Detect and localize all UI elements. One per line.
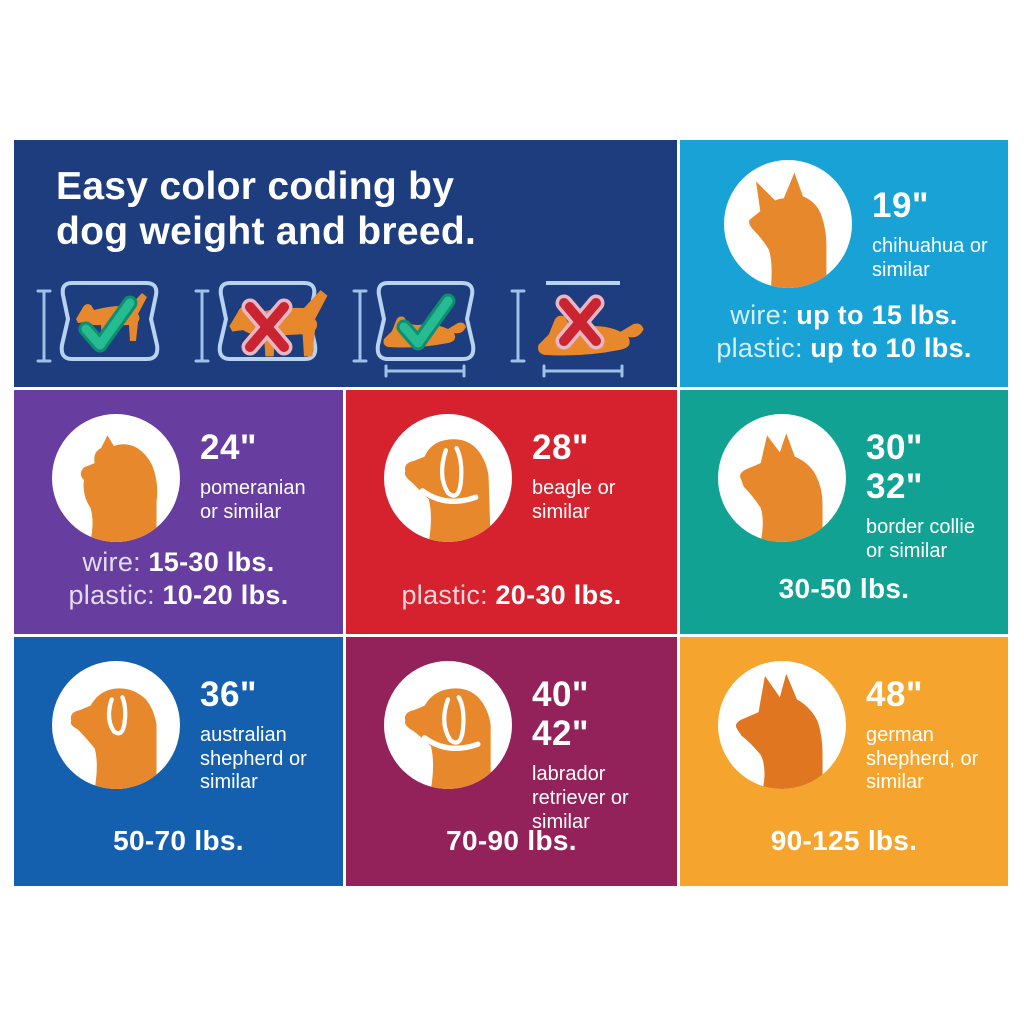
panel-beagle: 28" beagle or similar plastic: 20-30 lbs…	[346, 390, 677, 634]
pomeranian-head-icon	[52, 414, 180, 542]
crate-size-label: 32"	[866, 467, 924, 507]
german-shepherd-head-icon	[718, 661, 846, 789]
weight-range: 30-50 lbs.	[778, 572, 910, 604]
panel-pomeranian: 24" pomeranian or similar wire: 15-30 lb…	[14, 390, 343, 634]
panel-australian-shepherd: 36" australian shepherd or similar 50-70…	[14, 637, 343, 886]
panel-german-shepherd: 48" german shepherd, or similar 90-125 l…	[680, 637, 1008, 886]
breed-label: border collie or similar	[866, 516, 975, 562]
labrador-retriever-head-icon	[384, 661, 512, 789]
crate-standing-dog-too-big-icon	[194, 281, 328, 363]
australian-shepherd-head-icon	[52, 661, 180, 789]
breed-label: australian shepherd or similar	[200, 724, 307, 794]
border-collie-head-icon	[718, 414, 846, 542]
breed-label: german shepherd, or similar	[866, 724, 979, 794]
dog-crate-size-infographic: Easy color coding by dog weight and bree…	[14, 140, 1008, 886]
crate-fit-examples	[30, 269, 656, 381]
breed-label: pomeranian or similar	[200, 477, 306, 523]
weight-range: wire: 15-30 lbs. plastic: 10-20 lbs.	[68, 547, 289, 611]
header-panel: Easy color coding by dog weight and bree…	[14, 140, 677, 387]
crate-size-label: 30"	[866, 428, 924, 467]
crate-lying-dog-fits-icon	[352, 281, 476, 378]
weight-range: 90-125 lbs.	[770, 824, 918, 856]
chihuahua-head-icon	[724, 160, 852, 288]
beagle-head-icon	[384, 414, 512, 542]
crate-size-label: 28"	[532, 428, 590, 467]
panel-chihuahua: 19" chihuahua or similar wire: up to 15 …	[680, 140, 1008, 387]
title-line-1: Easy color coding by	[56, 165, 455, 208]
panel-labrador-retriever: 40" 42" labrador retriever or similar 70…	[346, 637, 677, 886]
breed-label: labrador retriever or similar	[532, 763, 629, 833]
weight-range: 70-90 lbs.	[446, 824, 577, 856]
crate-standing-dog-fits-icon	[36, 281, 160, 363]
page-title: Easy color coding by dog weight and bree…	[14, 140, 677, 254]
breed-label: beagle or similar	[532, 477, 616, 523]
crate-size-label: 42"	[532, 714, 590, 754]
crate-size-label: 19"	[872, 186, 930, 225]
crate-lying-dog-too-big-icon	[510, 281, 644, 378]
weight-range: wire: up to 15 lbs. plastic: up to 10 lb…	[716, 300, 972, 364]
weight-range: 50-70 lbs.	[113, 824, 244, 856]
title-line-2: dog weight and breed.	[56, 210, 477, 254]
crate-size-label: 40"	[532, 675, 590, 714]
crate-size-label: 48"	[866, 675, 924, 714]
crate-size-label: 36"	[200, 675, 258, 714]
breed-label: chihuahua or similar	[872, 235, 988, 281]
panel-border-collie: 30" 32" border collie or similar 30-50 l…	[680, 390, 1008, 634]
weight-range: plastic: 20-30 lbs.	[401, 580, 622, 611]
crate-size-label: 24"	[200, 428, 258, 467]
